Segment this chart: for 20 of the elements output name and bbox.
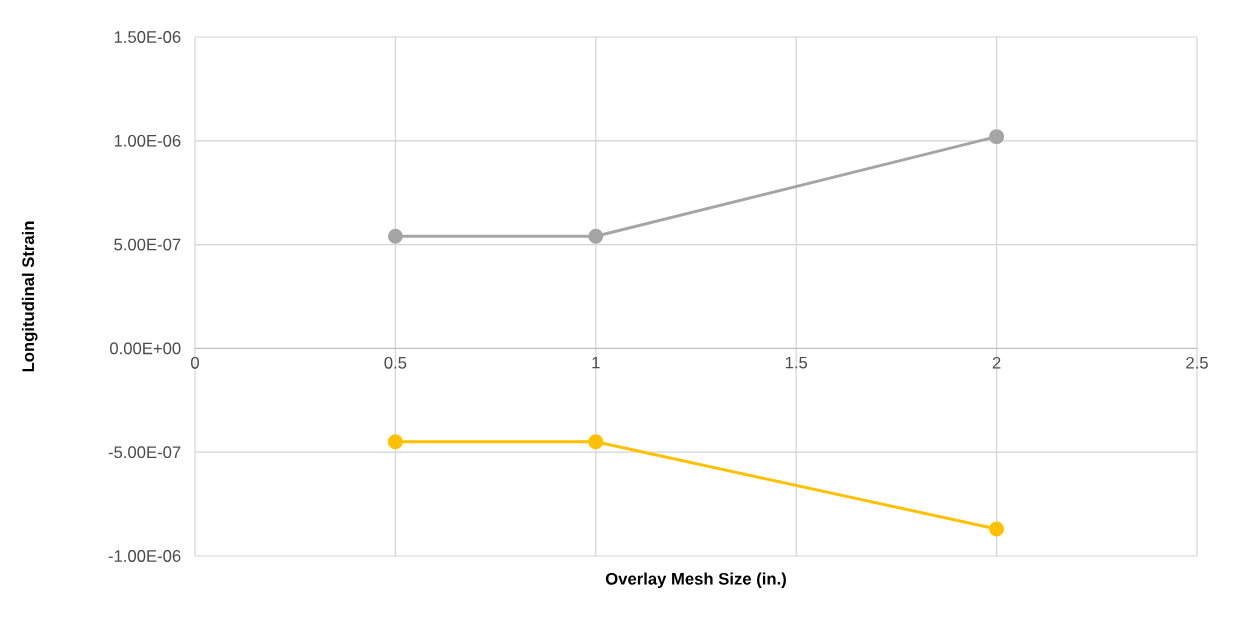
x-tick-label: 1.5 bbox=[785, 356, 808, 369]
y-tick-label: -5.00E-07 bbox=[108, 446, 181, 459]
y-tick-label: 1.50E-06 bbox=[114, 31, 181, 43]
x-tick-label: 2 bbox=[992, 356, 1001, 369]
y-tick-label: -1.00E-06 bbox=[108, 550, 181, 562]
y-tick-label: 5.00E-07 bbox=[114, 238, 181, 251]
x-tick-label: 2.5 bbox=[1186, 356, 1208, 369]
point bbox=[989, 521, 1005, 537]
point bbox=[588, 434, 604, 450]
point bbox=[387, 434, 403, 450]
x-tick-label: 0.5 bbox=[384, 356, 407, 369]
x-tick-label: 1 bbox=[592, 356, 600, 369]
point bbox=[387, 228, 403, 244]
y-tick-label: 0.00E+00 bbox=[110, 342, 181, 355]
x-tick-label: 0 bbox=[191, 356, 199, 369]
x-axis-title: Overlay Mesh Size (in.) bbox=[605, 572, 786, 588]
y-tick-label: 1.00E-06 bbox=[114, 134, 181, 147]
y-axis-title: Longitudinal Strain bbox=[21, 221, 38, 372]
point bbox=[989, 129, 1005, 145]
point bbox=[588, 228, 604, 244]
